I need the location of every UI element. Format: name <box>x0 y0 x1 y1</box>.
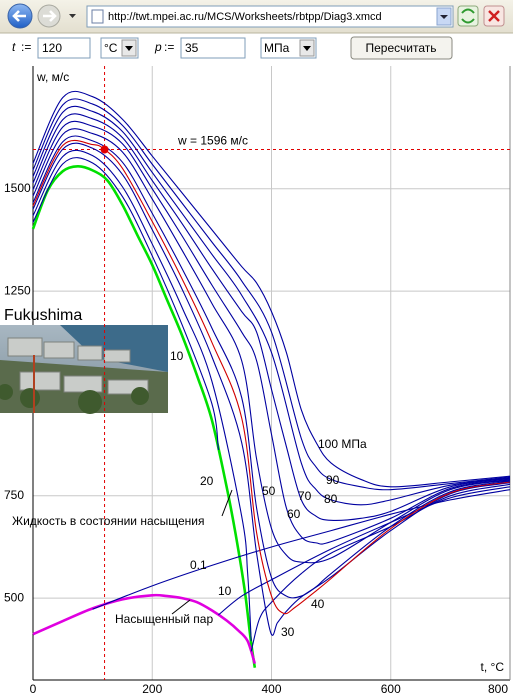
p-label: p <box>154 40 162 54</box>
curve <box>32 135 511 599</box>
y-tick-label: 750 <box>4 488 24 502</box>
url-dropdown-arrow <box>440 15 448 19</box>
back-button[interactable] <box>7 3 33 29</box>
y-axis-label: w, м/с <box>36 70 69 84</box>
p-value: 35 <box>185 41 199 55</box>
series-label: 100 МПа <box>318 437 367 451</box>
curve <box>32 105 511 506</box>
series-label: 90 <box>326 473 340 487</box>
p-unit: МПа <box>264 41 290 55</box>
photo-tree <box>0 384 13 400</box>
curve <box>32 98 511 491</box>
photo-building <box>7 337 43 357</box>
curve <box>32 157 511 616</box>
p-input[interactable] <box>180 37 246 59</box>
curve <box>32 120 511 545</box>
photo-building <box>77 345 103 361</box>
assign: := <box>21 40 31 54</box>
history-dropdown[interactable] <box>69 14 76 18</box>
photo-tree <box>78 390 102 414</box>
series-label: 60 <box>287 507 301 521</box>
series-label: Жидкость в состоянии насыщения <box>12 514 205 528</box>
forward-button[interactable] <box>37 4 61 28</box>
series-label: 10 <box>218 584 232 598</box>
assign: := <box>164 40 174 54</box>
series-label: 70 <box>298 489 312 503</box>
curve <box>31 164 257 668</box>
y-tick-label: 500 <box>4 590 24 604</box>
curve <box>32 593 257 665</box>
series-label: Насыщенный пар <box>115 612 213 626</box>
photo-caption: Fukushima <box>4 307 82 324</box>
chart: 0 200 400 600 800 500 750 1250 1500 Fukushima w = … <box>0 66 511 696</box>
t-input[interactable] <box>37 37 91 59</box>
y-label-bg <box>35 70 81 86</box>
stop-button[interactable] <box>483 5 505 27</box>
photo-tree <box>131 387 149 405</box>
leader-line <box>171 599 191 615</box>
marker-label: w = 1596 м/с <box>177 134 248 148</box>
series-label: 80 <box>324 492 338 506</box>
x-tick-label: 400 <box>261 682 281 696</box>
photo-building <box>43 341 75 359</box>
photo-tree <box>20 388 40 408</box>
recalc-button[interactable] <box>350 36 453 60</box>
recalc-label: Пересчитать <box>366 41 437 55</box>
x-tick-label: 200 <box>142 682 162 696</box>
p-unit-arrow <box>303 46 311 51</box>
t-unit: °C <box>104 41 118 55</box>
curve <box>32 149 511 652</box>
series-label: 20 <box>200 474 214 488</box>
go-button[interactable] <box>457 5 479 27</box>
x-tick-label: 800 <box>488 682 508 696</box>
marker-point <box>100 145 109 154</box>
leader-line <box>221 489 233 517</box>
curve <box>92 489 511 610</box>
x-tick-label: 0 <box>30 682 37 696</box>
t-value: 120 <box>42 41 62 55</box>
address-bar[interactable] <box>86 5 454 28</box>
series-label: 0.1 <box>190 558 207 572</box>
photo <box>0 325 168 414</box>
series-label: 30 <box>281 625 295 639</box>
x-axis-label: t, °C <box>481 660 505 674</box>
page-icon <box>91 9 104 24</box>
curve <box>32 113 511 521</box>
photo-building <box>63 375 103 393</box>
photo-sea <box>60 325 168 372</box>
t-unit-arrow <box>125 46 133 51</box>
series-label: 50 <box>262 484 276 498</box>
t-label: t <box>12 40 16 54</box>
photo-building <box>19 371 61 391</box>
x-tick-label: 600 <box>381 682 401 696</box>
y-tick-label: 1250 <box>4 283 31 297</box>
photo-building <box>103 349 131 363</box>
url: http://twt.mpei.ac.ru/MCS/Worksheets/rbt… <box>108 11 382 23</box>
series-label: 40 <box>311 597 325 611</box>
series-label: 10 <box>170 349 184 363</box>
curve <box>32 128 511 564</box>
y-tick-label: 1500 <box>4 181 31 195</box>
curve <box>32 90 511 488</box>
